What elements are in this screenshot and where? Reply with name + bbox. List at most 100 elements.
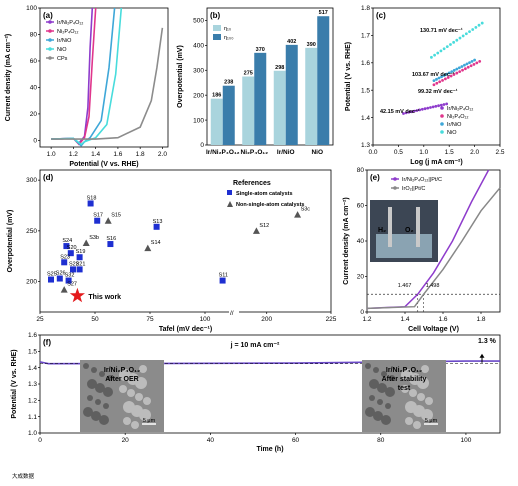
panel-b-bar — [317, 16, 330, 145]
panel-d-axis-break-mark: // — [230, 310, 234, 317]
panel-e-onset-label: 1.467 — [398, 283, 412, 289]
panel-c-point — [437, 76, 441, 80]
panel-f-inset-left-texture — [83, 363, 89, 369]
panel-c-point — [472, 62, 476, 66]
panel-c-point — [461, 68, 464, 72]
panel-c-point — [404, 111, 408, 115]
panel-c-point — [463, 67, 467, 71]
panel-d-single-atom-point — [76, 254, 83, 261]
panel-b-bar — [222, 85, 235, 145]
panel-a-line-CPs — [51, 27, 164, 140]
panel-b-ytick-label: 100 — [193, 117, 204, 124]
panel-e-photo-electrode — [416, 207, 420, 247]
panel-d-single-atom-point — [61, 259, 68, 266]
panel-f-inset-left-texture — [99, 371, 105, 377]
panel-c-slope-label: 130.71 mV dec⁻¹ — [420, 27, 463, 34]
panel-d-point-label: S26 — [56, 271, 66, 277]
panel-a-label: (a) — [43, 11, 53, 20]
panel-a-legend-marker — [48, 38, 52, 42]
panel-f-inset-left-texture — [127, 389, 135, 397]
panel-c-point — [465, 62, 469, 66]
panel-d-point-label: S20 — [67, 245, 77, 251]
panel-e-photo-liquid — [376, 234, 432, 258]
panel-c-point — [443, 77, 447, 81]
panel-e-legend-marker — [393, 177, 397, 181]
panel-f-label: (f) — [43, 338, 51, 347]
panel-d-legend-swatch — [227, 190, 232, 195]
panel-b-bar-value: 390 — [307, 42, 316, 48]
panel-f-inset-left-texture — [103, 387, 113, 397]
panel-d-point-label: S12 — [259, 223, 269, 229]
panel-a-legend-entry: Ir/NiO — [57, 38, 72, 44]
panel-a-xtick-label: 1.2 — [69, 151, 78, 158]
panel-c-point — [442, 103, 446, 106]
panel-a-legend-marker — [48, 20, 52, 24]
panel-a-legend-entry: CPs — [57, 56, 68, 62]
panel-b-bar-value: 298 — [275, 65, 284, 71]
panel-f-ytick-label: 1.1 — [28, 414, 37, 421]
panel-a-ytick-label: 80 — [30, 32, 38, 39]
panel-e-legend-entry: Ir/Ni₂P₄O₁₂||Pt/C — [402, 177, 442, 183]
panel-c-point — [463, 63, 466, 67]
panel-f-inset-right-texture — [377, 399, 383, 405]
panel-e-ytick-label: 80 — [357, 167, 365, 174]
panel-c-point — [407, 110, 411, 114]
panel-d-point-label: S3b — [89, 235, 99, 241]
panel-d-non-single-atom-point — [82, 239, 90, 247]
panel-f-inset-right-texture — [401, 385, 409, 393]
panel-a-xtick-label: 1.8 — [136, 151, 145, 158]
panel-b-ytick-label: 400 — [193, 43, 204, 50]
panel-d-xtick-label: 25 — [36, 316, 44, 323]
panel-b-frame — [206, 7, 334, 146]
panel-d-non-single-atom-point — [60, 286, 68, 293]
panel-b-bar — [242, 76, 255, 145]
panel-f-inset-left-texture — [87, 379, 97, 389]
panel-d-point-label: S24 — [62, 238, 72, 244]
panel-b-category-label: Ir/NiO — [277, 149, 295, 156]
panel-f-ytick-label: 1.3 — [28, 381, 37, 388]
panel-d-single-atom-point — [107, 241, 114, 248]
panel-f-inset-left-texture — [87, 395, 93, 401]
panel-d-single-atom-point — [153, 223, 160, 230]
panel-e-legend-entry: IrO₂||Pt/C — [402, 186, 425, 192]
panel-a-ytick-label: 100 — [26, 5, 37, 12]
panel-d-legend-swatch — [227, 201, 233, 207]
panel-f-xtick-label: 80 — [377, 437, 385, 444]
panel-d-ytick-label: 300 — [26, 177, 37, 184]
panel-c-point — [441, 78, 444, 82]
panel-f-inset-left-texture — [95, 399, 101, 405]
panel-c-point — [431, 105, 435, 109]
panel-e-xlabel: Cell Voltage (V) — [408, 326, 459, 333]
panel-c-legend-entry: Ir/NiO — [447, 122, 462, 128]
panel-a-ytick-label: 20 — [30, 111, 38, 118]
panel-d-single-atom-point — [76, 266, 83, 273]
panel-c-point — [429, 106, 432, 109]
panel-c-xtick-label: 1.5 — [445, 149, 454, 156]
panel-e-label: (e) — [370, 173, 380, 182]
panel-d-legend-entry: Non-single-atom catalysts — [236, 202, 304, 208]
panel-c-point — [455, 71, 459, 75]
panel-f-xtick-label: 40 — [207, 437, 215, 444]
panel-f-inset-right-texture — [413, 421, 421, 429]
panel-c-point — [461, 34, 465, 38]
panel-f-inset-right-texture — [405, 417, 413, 425]
panel-e-ytick-label: 20 — [357, 274, 365, 281]
panel-b-bar — [254, 52, 267, 145]
panel-f-inset-left-texture — [103, 403, 109, 409]
panel-d-single-atom-point — [70, 266, 76, 273]
panel-f-ytick-label: 1.0 — [28, 430, 37, 437]
panel-c-ytick-label: 1.3 — [361, 142, 370, 149]
panel-c-point — [423, 107, 427, 111]
panel-c-point — [455, 67, 459, 71]
panel-d-this-work-label: This work — [88, 294, 121, 301]
panel-f-inset-left-texture — [83, 407, 93, 417]
panel-a-legend-marker — [48, 56, 52, 60]
panel-b-label: (b) — [210, 11, 221, 20]
panel-c-point — [445, 72, 449, 76]
panel-f-inset-right-texture — [373, 411, 383, 421]
panel-f-inset-left-texture — [107, 375, 113, 381]
panel-e-ytick-label: 0 — [360, 309, 364, 316]
panel-f-inset-right-texture — [385, 403, 391, 409]
panel-d-this-work-marker — [69, 287, 85, 303]
